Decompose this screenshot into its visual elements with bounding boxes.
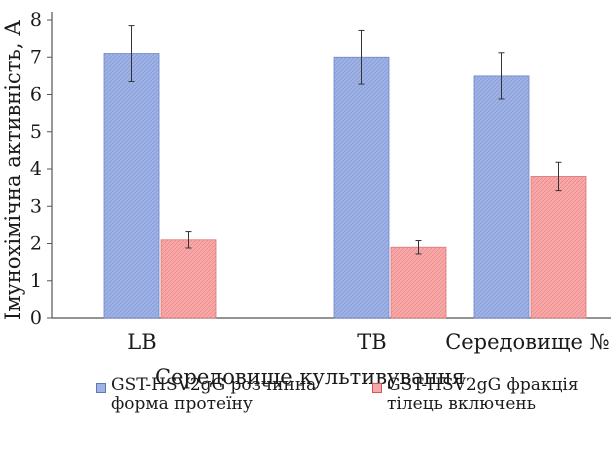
y-axis-title: Імунохімічна активність, А (1, 20, 25, 320)
y-tick-label-4: 4 (30, 158, 42, 180)
legend-item-inclusion-bodies: GST-HSV2gG фракція тілець включень (372, 376, 608, 414)
y-tick-label-7: 7 (30, 46, 42, 68)
bar-inclusion-0 (160, 239, 217, 319)
y-tick-label-3: 3 (30, 195, 42, 217)
legend-swatch-blue (96, 383, 106, 393)
x-category-label-0: LB (127, 330, 156, 354)
y-tick-label-5: 5 (30, 121, 42, 143)
bar-soluble-0 (103, 53, 160, 319)
x-axis-title: Середовище культивування (155, 365, 465, 389)
legend-label-inclusion-bodies: GST-HSV2gG фракція тілець включень (387, 375, 579, 414)
bar-inclusion-2 (530, 176, 587, 319)
y-tick-label-8: 8 (30, 9, 42, 31)
x-category-label-2: Середовище №3 (445, 330, 611, 354)
legend: GST-HSV2gG розчинна форма протеїну GST-H… (0, 376, 611, 445)
bar-soluble-2 (473, 75, 530, 319)
bar-inclusion-1 (390, 246, 447, 319)
x-category-label-1: TB (357, 330, 386, 354)
y-tick-label-0: 0 (30, 307, 42, 329)
legend-label-soluble: GST-HSV2gG розчинна форма протеїну (111, 375, 317, 414)
legend-swatch-red (372, 383, 382, 393)
y-tick-label-1: 1 (30, 270, 42, 292)
y-tick-label-6: 6 (30, 84, 42, 106)
y-tick-label-2: 2 (30, 233, 42, 255)
legend-item-soluble: GST-HSV2gG розчинна форма протеїну (96, 376, 346, 414)
bar-soluble-1 (333, 56, 390, 319)
